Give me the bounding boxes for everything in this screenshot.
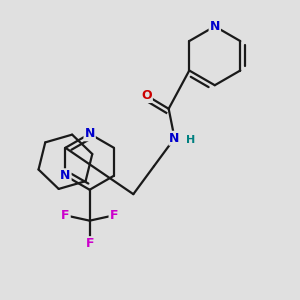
Text: O: O (141, 89, 152, 102)
Text: F: F (61, 209, 70, 222)
Text: N: N (85, 127, 95, 140)
Text: N: N (169, 132, 180, 145)
Text: N: N (60, 169, 70, 182)
Text: H: H (186, 135, 195, 145)
Text: F: F (110, 209, 118, 222)
Text: N: N (210, 20, 220, 33)
Text: F: F (85, 237, 94, 250)
